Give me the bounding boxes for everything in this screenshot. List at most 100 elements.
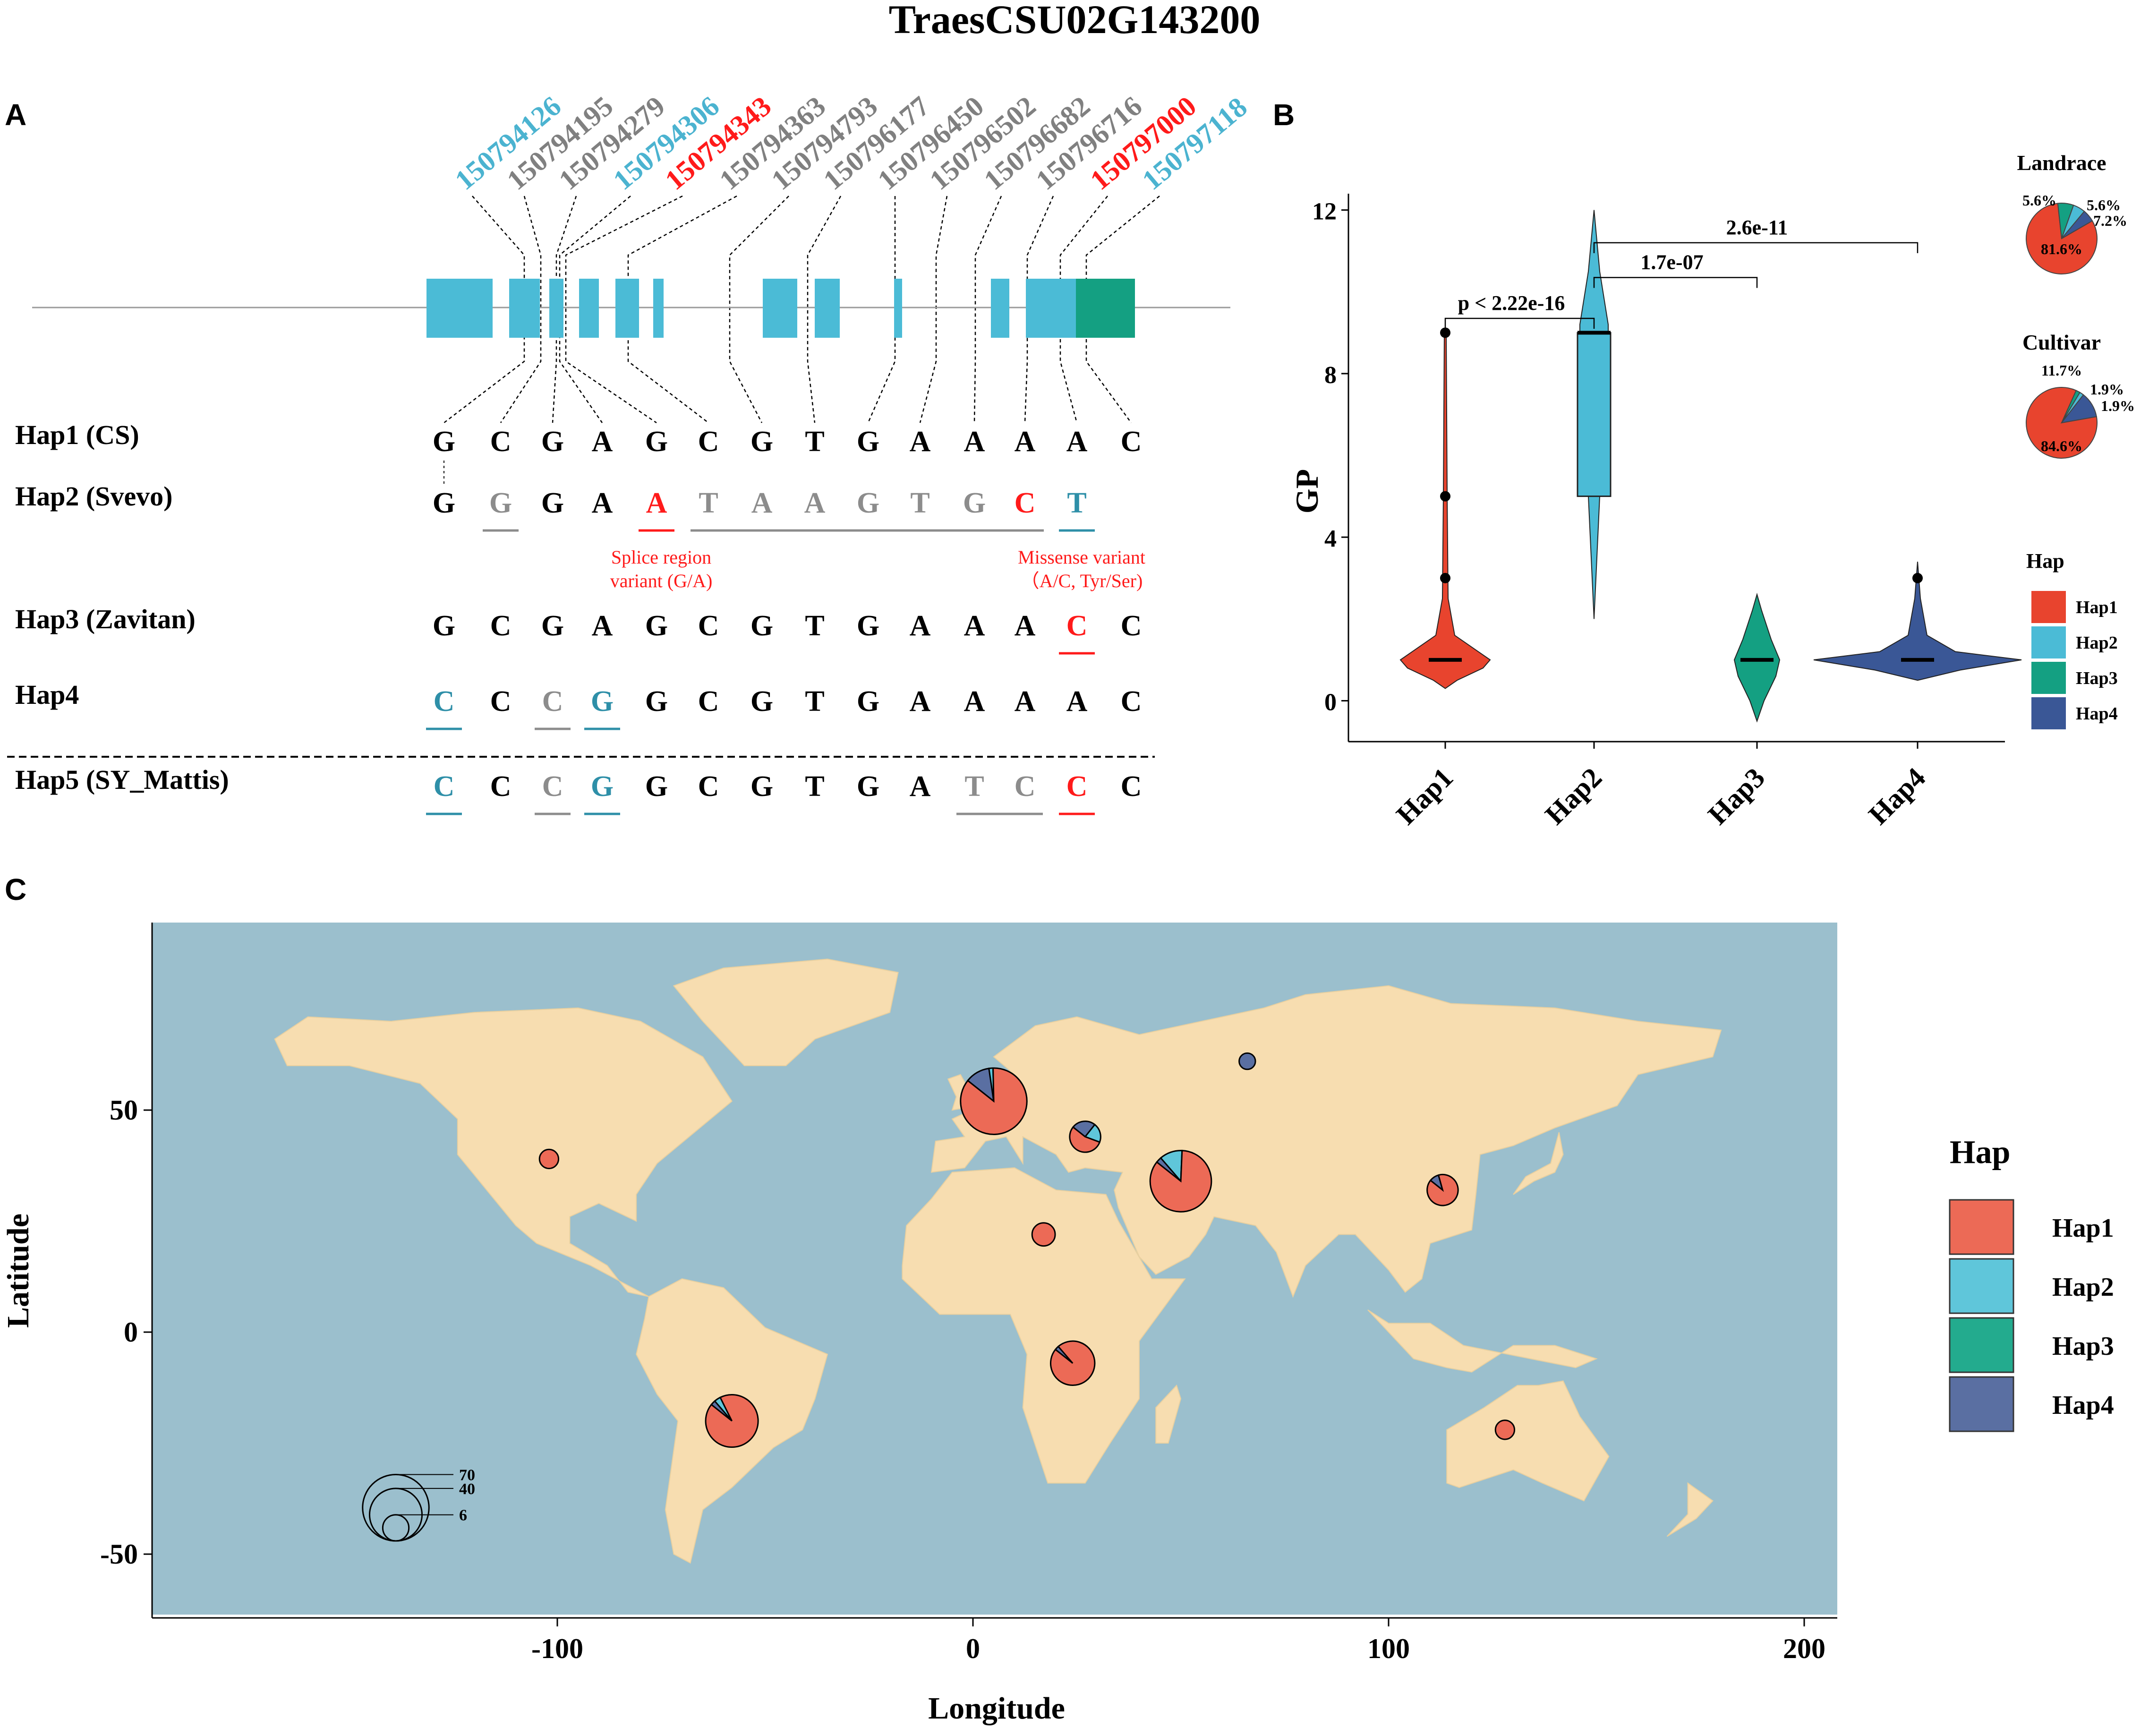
violin-axes: 0 4 8 12 Hap1 Hap2 Hap3 Hap4	[1312, 194, 2005, 830]
violin-legend-swatch	[2030, 625, 2067, 659]
landrace-pie-title: Landrace	[2017, 151, 2106, 175]
violin-legend-swatch	[2030, 661, 2067, 695]
allele-base: T	[910, 487, 930, 519]
allele-base: A	[1015, 426, 1036, 458]
boxplot-hap2	[1577, 332, 1612, 497]
landmass-africa	[902, 1167, 1186, 1484]
pie-label: 5.6%	[2022, 192, 2056, 209]
allele-base: C	[698, 610, 719, 642]
pie-label: 81.6%	[2041, 240, 2082, 257]
exon-block	[1026, 279, 1076, 338]
allele-base: A	[804, 487, 826, 519]
significance-bracket	[1593, 277, 1758, 288]
snp-position-labels: 1507941261507941951507942791507943061507…	[449, 90, 1253, 196]
exon-block	[426, 279, 493, 338]
map-pie-slice	[538, 1148, 560, 1170]
allele-base: G	[591, 685, 614, 718]
allele-base: G	[541, 487, 564, 519]
landmass-madagascar	[1155, 1384, 1182, 1444]
exon-block	[549, 279, 563, 338]
allele-base: C	[698, 770, 719, 803]
landmass-australia	[1446, 1380, 1610, 1502]
haplotype-name: Hap1 (CS)	[15, 419, 139, 450]
allele-base: A	[910, 426, 931, 458]
map-x-tick-label: 200	[1783, 1633, 1825, 1664]
pie-label: 1.9%	[2101, 397, 2135, 414]
violin-legend-label: Hap4	[2076, 704, 2118, 724]
map-pie-slice	[1050, 1340, 1096, 1386]
allele-base: A	[910, 770, 931, 803]
missense-annotation-line2: （A/C, Tyr/Ser)	[1021, 570, 1143, 591]
allele-base: C	[1121, 770, 1142, 803]
outlier-point	[1912, 573, 1923, 583]
allele-base: T	[805, 426, 824, 458]
panel-label-b: B	[1273, 98, 1295, 132]
map-legend-swatch	[1949, 1376, 2014, 1432]
allele-base: G	[750, 610, 773, 642]
allele-base: G	[645, 685, 668, 718]
allele-base: G	[541, 610, 564, 642]
significance-label: 1.7e-07	[1640, 250, 1703, 274]
allele-base: T	[1067, 487, 1086, 519]
map-legend-label: Hap4	[2052, 1391, 2114, 1420]
exon-block	[579, 279, 599, 338]
splice-annotation-line1: Splice region	[611, 547, 711, 568]
outlier-point	[1440, 327, 1450, 338]
allele-base: G	[963, 487, 986, 519]
missense-annotation-line1: Missense variant	[1018, 547, 1145, 568]
allele-base: C	[1015, 487, 1036, 519]
landmass-north-america	[274, 1007, 733, 1297]
size-legend-label: 70	[459, 1467, 475, 1484]
allele-base: C	[490, 685, 512, 718]
significance-label: 2.6e-11	[1726, 216, 1788, 239]
violin-legend-label: Hap2	[2076, 633, 2118, 653]
size-legend-label: 40	[459, 1480, 475, 1498]
allele-base: G	[433, 610, 455, 642]
allele-base: G	[857, 685, 879, 718]
violin-legend-label: Hap1	[2076, 598, 2118, 617]
exon-block	[815, 279, 840, 338]
haplotype-name: Hap2 (Svevo)	[15, 481, 173, 512]
map-pie-slice	[1426, 1173, 1459, 1206]
haplotype-name: Hap3 (Zavitan)	[15, 604, 196, 634]
violin-legend-label: Hap3	[2076, 668, 2118, 688]
gene-structure-panel: 1507941261507941951507942791507943061507…	[7, 90, 1253, 815]
allele-base: G	[433, 487, 455, 519]
map-legend-swatch	[1949, 1317, 2014, 1373]
violin-y-tick-label: 4	[1324, 525, 1337, 552]
landmass-indonesia	[1367, 1309, 1598, 1373]
allele-base: C	[434, 685, 455, 718]
haplotype-name: Hap4	[15, 679, 79, 710]
allele-base: G	[857, 487, 879, 519]
snp-connector	[552, 196, 577, 423]
allele-base: C	[1121, 685, 1142, 718]
snp-connector	[1059, 196, 1108, 423]
violin-legend-title: Hap	[2026, 549, 2064, 573]
allele-base: T	[805, 685, 824, 718]
map-pie-slice	[1238, 1052, 1256, 1070]
map-legend-swatch	[1949, 1199, 2014, 1255]
allele-base: C	[1121, 426, 1142, 458]
exon-block	[894, 279, 902, 338]
map-legend-title: Hap	[1950, 1134, 2010, 1171]
violin-legend-swatch	[2030, 590, 2067, 624]
map-pie-slice	[960, 1067, 1028, 1135]
exon-block	[763, 279, 797, 338]
map-pie-slice	[1031, 1222, 1056, 1247]
allele-base: G	[857, 770, 879, 803]
outlier-point	[1440, 491, 1450, 502]
snp-connector	[807, 196, 842, 423]
allele-base: A	[592, 610, 613, 642]
allele-base: G	[645, 426, 668, 458]
pie-label: 1.9%	[2090, 381, 2124, 398]
snp-connector	[867, 196, 896, 423]
violin-x-tick-label: Hap4	[1862, 762, 1931, 831]
exon-block	[615, 279, 639, 338]
significance-label: p < 2.22e-16	[1458, 291, 1565, 315]
allele-base: A	[910, 610, 931, 642]
allele-base: G	[433, 426, 455, 458]
pie-label: 84.6%	[2041, 437, 2082, 454]
violin-chart-panel: 0 4 8 12 Hap1 Hap2 Hap3 Hap4 p < 2.22e-16 1.7e-0…	[1289, 151, 2135, 830]
allele-base: C	[490, 770, 512, 803]
